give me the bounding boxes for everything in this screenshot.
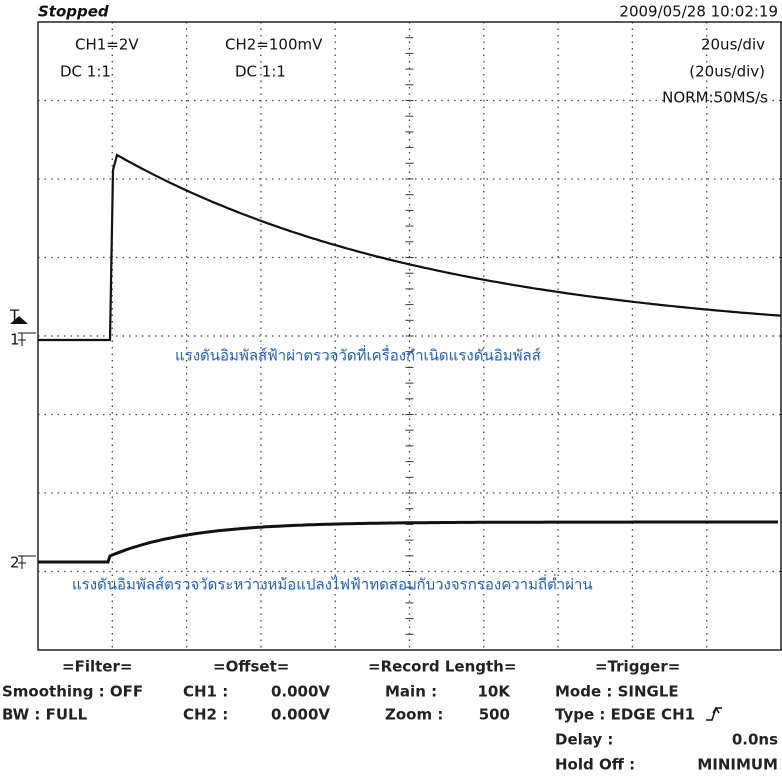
edge-symbol xyxy=(706,708,722,720)
offset-value: 0.000V xyxy=(271,706,330,724)
graticule xyxy=(38,22,781,650)
offset-label: CH1 : xyxy=(183,683,228,701)
ch2-scale: CH2=100mV xyxy=(225,36,323,54)
trigger-value: 0.0ns xyxy=(732,731,778,749)
filter-title: =Filter= xyxy=(62,658,132,676)
filter-row: BW : FULL xyxy=(2,706,88,724)
sample-mode: NORM:50MS/s xyxy=(662,89,768,107)
status: Stopped xyxy=(38,3,109,21)
trigger-label: Delay : xyxy=(555,731,613,749)
offset-label: CH2 : xyxy=(183,706,228,724)
record-value: 10K xyxy=(478,683,512,701)
offset-value: 0.000V xyxy=(271,683,330,701)
trigger-row: Type : EDGE CH1 xyxy=(555,706,695,724)
ch2-annotation: แรงดันอิมพัลส์ตรวจวัดระหว่างหม้อแปลงไฟฟ้… xyxy=(72,574,593,594)
timebase-zoom: (20us/div) xyxy=(689,63,765,81)
timebase-main: 20us/div xyxy=(701,36,765,54)
ch1-trace xyxy=(38,155,781,340)
record-label: Main : xyxy=(385,683,437,701)
offset-title: =Offset= xyxy=(213,658,289,676)
ch1-scale: CH1=2V xyxy=(75,36,139,54)
ch1-annotation: แรงดันอิมพัลส์ฟ้าผ่าตรวจวัดที่เครื่องกำเ… xyxy=(175,345,541,365)
ch2-coupling: DC 1:1 xyxy=(235,63,286,81)
ch1-coupling: DC 1:1 xyxy=(60,63,111,81)
oscilloscope-screen: Stopped 2009/05/28 10:02:19 CH1=2V DC 1:… xyxy=(0,0,782,777)
record-value: 500 xyxy=(479,706,510,724)
record-title: =Record Length= xyxy=(368,658,516,676)
trigger-title: =Trigger= xyxy=(595,658,680,676)
record-label: Zoom : xyxy=(385,706,443,724)
ch1-ground xyxy=(18,333,36,346)
datetime: 2009/05/28 10:02:19 xyxy=(619,3,778,21)
ch2-ground xyxy=(18,556,36,569)
trigger-row: Mode : SINGLE xyxy=(555,683,679,701)
filter-row: Smoothing : OFF xyxy=(2,683,143,701)
trigger-value: MINIMUM xyxy=(697,756,778,774)
trigger-label: Hold Off : xyxy=(555,756,635,774)
